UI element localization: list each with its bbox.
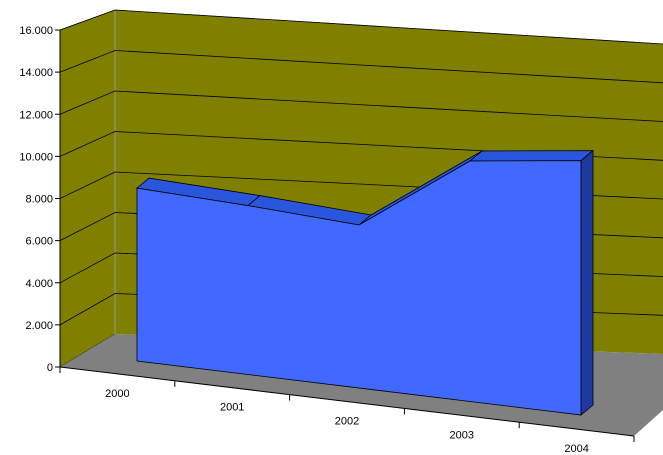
x-tick-label: 2003 bbox=[450, 429, 474, 441]
y-tick-label: 4.000 bbox=[25, 278, 53, 290]
area-series bbox=[136, 149, 595, 416]
y-tick-label: 2.000 bbox=[25, 320, 53, 332]
left-wall bbox=[59, 9, 116, 368]
x-tick-label: 2004 bbox=[564, 443, 588, 455]
gridline bbox=[59, 50, 663, 84]
gridline bbox=[59, 131, 663, 161]
y-tick-label: 14.000 bbox=[19, 67, 53, 79]
y-tick-label: 10.000 bbox=[19, 151, 53, 163]
gridline bbox=[59, 90, 663, 122]
y-tick-label: 16.000 bbox=[19, 25, 53, 37]
y-tick-label: 0 bbox=[47, 362, 53, 374]
area-front-face bbox=[136, 160, 582, 416]
y-tick-label: 12.000 bbox=[19, 109, 53, 121]
y-axis-ticks: 0 2.000 4.000 6.000 8.000 10.000 12.000 14.000 1… bbox=[19, 25, 60, 374]
x-axis-ticks: 2000 2001 2002 2003 2004 bbox=[59, 367, 635, 455]
area-top-facet-2003 bbox=[468, 150, 595, 162]
gridline bbox=[59, 9, 663, 45]
x-axis-line bbox=[59, 366, 635, 437]
x-tick-label: 2002 bbox=[335, 416, 359, 428]
y-tick-label: 8.000 bbox=[25, 194, 53, 206]
x-tick-label: 2000 bbox=[105, 388, 129, 400]
area-side-face bbox=[580, 149, 594, 416]
x-tick-label: 2001 bbox=[220, 402, 244, 414]
y-tick-label: 6.000 bbox=[25, 236, 53, 248]
